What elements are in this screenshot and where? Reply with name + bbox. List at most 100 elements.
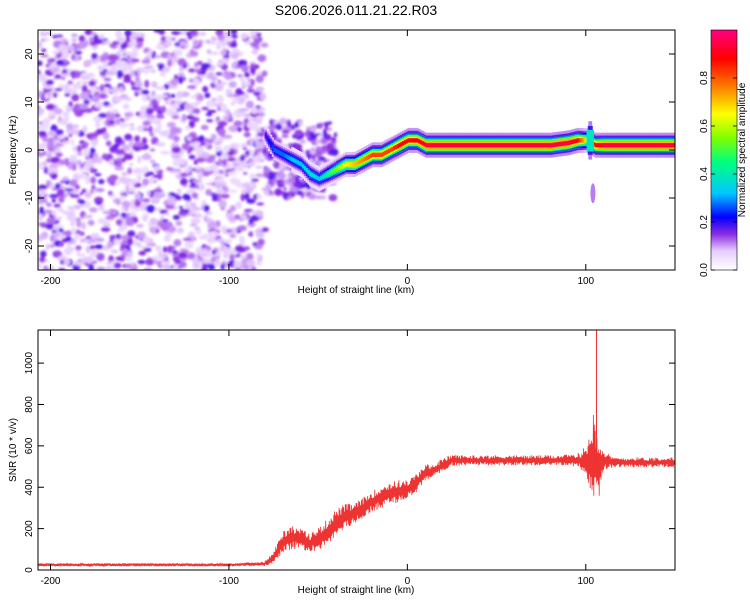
transition-speckle bbox=[267, 124, 277, 131]
noise-speckle bbox=[167, 245, 173, 254]
ridge-cell bbox=[500, 143, 503, 148]
noise-speckle bbox=[88, 264, 95, 270]
noise-speckle bbox=[167, 225, 177, 233]
noise-speckle bbox=[136, 174, 142, 183]
noise-speckle bbox=[218, 199, 227, 208]
noise-speckle bbox=[49, 243, 55, 248]
transition-speckle bbox=[288, 126, 292, 133]
noise-speckle bbox=[189, 146, 194, 152]
noise-speckle bbox=[226, 229, 233, 233]
noise-speckle bbox=[189, 30, 198, 37]
noise-speckle bbox=[215, 72, 223, 76]
ridge-cell bbox=[264, 133, 267, 138]
noise-speckle bbox=[78, 103, 89, 110]
noise-speckle bbox=[120, 206, 126, 212]
noise-speckle bbox=[254, 244, 263, 250]
noise-speckle bbox=[134, 41, 144, 49]
noise-speckle bbox=[58, 196, 65, 203]
ridge-cell bbox=[389, 147, 392, 153]
noise-speckle bbox=[244, 113, 252, 118]
noise-speckle bbox=[141, 59, 151, 64]
noise-speckle bbox=[38, 234, 43, 242]
noise-speckle bbox=[240, 193, 245, 202]
ridge-cell bbox=[626, 143, 630, 148]
ridge-cell bbox=[517, 143, 521, 148]
noise-speckle bbox=[164, 212, 170, 217]
noise-speckle bbox=[206, 72, 216, 80]
noise-speckle bbox=[70, 227, 78, 233]
noise-speckle bbox=[195, 99, 201, 106]
noise-speckle bbox=[104, 83, 111, 88]
ridge-cell bbox=[426, 143, 430, 148]
noise-speckle bbox=[115, 198, 122, 206]
noise-speckle bbox=[102, 101, 111, 107]
noise-speckle bbox=[206, 119, 214, 123]
noise-speckle bbox=[89, 237, 97, 244]
transition-speckle bbox=[317, 123, 324, 129]
noise-speckle bbox=[114, 158, 123, 162]
noise-speckle bbox=[187, 68, 196, 73]
ridge-cell bbox=[273, 147, 276, 153]
noise-speckle bbox=[124, 30, 133, 37]
noise-speckle bbox=[130, 199, 135, 206]
noise-speckle bbox=[113, 238, 122, 246]
noise-speckle bbox=[94, 244, 104, 250]
noise-speckle bbox=[50, 235, 55, 242]
noise-speckle bbox=[208, 220, 218, 229]
noise-speckle bbox=[186, 136, 192, 141]
noise-speckle bbox=[149, 148, 156, 152]
noise-speckle bbox=[180, 172, 188, 177]
noise-speckle bbox=[228, 81, 237, 88]
noise-speckle bbox=[210, 133, 217, 141]
noise-speckle bbox=[193, 108, 201, 115]
noise-speckle bbox=[229, 177, 239, 185]
noise-speckle bbox=[260, 42, 269, 48]
noise-speckle bbox=[231, 48, 239, 54]
noise-speckle bbox=[83, 214, 93, 219]
noise-speckle bbox=[173, 239, 182, 247]
noise-speckle bbox=[99, 84, 105, 92]
noise-speckle bbox=[255, 86, 265, 93]
ridge-cell bbox=[437, 143, 440, 148]
noise-speckle bbox=[157, 250, 164, 258]
noise-speckle bbox=[171, 154, 181, 160]
noise-speckle bbox=[192, 206, 202, 211]
noise-speckle bbox=[90, 139, 99, 147]
noise-speckle bbox=[194, 226, 201, 231]
noise-speckle bbox=[114, 136, 123, 145]
noise-speckle bbox=[167, 59, 172, 67]
noise-speckle bbox=[137, 32, 144, 38]
ridge-cell bbox=[667, 143, 671, 148]
noise-speckle bbox=[179, 248, 188, 253]
noise-speckle bbox=[151, 255, 160, 260]
noise-speckle bbox=[38, 41, 43, 49]
ridge-cell bbox=[673, 143, 675, 148]
ridge-cell bbox=[443, 143, 446, 148]
ridge-cell bbox=[332, 168, 335, 174]
noise-speckle bbox=[55, 53, 62, 59]
noise-speckle bbox=[115, 118, 122, 125]
noise-speckle bbox=[207, 58, 212, 64]
noise-speckle bbox=[106, 240, 114, 249]
noise-speckle bbox=[171, 115, 180, 120]
ridge-cell bbox=[471, 143, 474, 148]
ridge-cell bbox=[548, 143, 551, 148]
transition-speckle bbox=[315, 150, 324, 155]
noise-speckle bbox=[237, 59, 248, 66]
ridge-cell bbox=[509, 143, 512, 148]
noise-speckle bbox=[243, 192, 250, 200]
noise-speckle bbox=[156, 94, 162, 102]
noise-speckle bbox=[239, 214, 248, 221]
noise-speckle bbox=[66, 241, 72, 249]
noise-speckle bbox=[151, 81, 158, 88]
noise-speckle bbox=[201, 106, 209, 111]
ridge-cell bbox=[521, 143, 524, 148]
noise-speckle bbox=[141, 137, 148, 145]
noise-speckle bbox=[186, 189, 196, 194]
noise-speckle bbox=[215, 30, 224, 37]
noise-speckle bbox=[56, 188, 65, 197]
noise-speckle bbox=[229, 253, 236, 261]
ridge-cell bbox=[623, 143, 626, 148]
ridge-cell bbox=[403, 140, 407, 145]
noise-speckle bbox=[108, 119, 115, 126]
